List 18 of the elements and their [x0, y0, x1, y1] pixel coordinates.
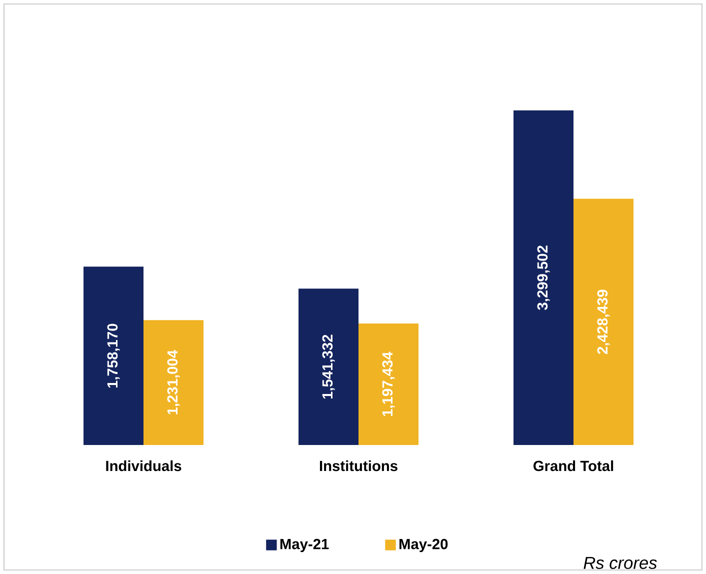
data-label: 1,541,332: [322, 334, 335, 399]
x-tick-label: Institutions: [320, 460, 398, 472]
data-label: 1,758,170: [107, 324, 120, 388]
bar: [574, 198, 634, 445]
data-label: 3,299,502: [537, 246, 550, 310]
legend-label: May-20: [399, 538, 448, 552]
data-label: 1,197,434: [382, 352, 395, 416]
bar: [298, 288, 358, 445]
x-tick-label: Individuals: [106, 460, 182, 472]
bar: [514, 110, 574, 445]
data-label: 1,231,004: [167, 350, 180, 414]
text: Rs crores: [584, 556, 657, 570]
legend-label: May-21: [280, 538, 329, 552]
bar: [144, 320, 204, 445]
bar: [358, 324, 418, 445]
bar: [84, 266, 144, 445]
data-label: 2,428,439: [597, 290, 610, 354]
x-tick-label: Grand Total: [534, 460, 614, 472]
